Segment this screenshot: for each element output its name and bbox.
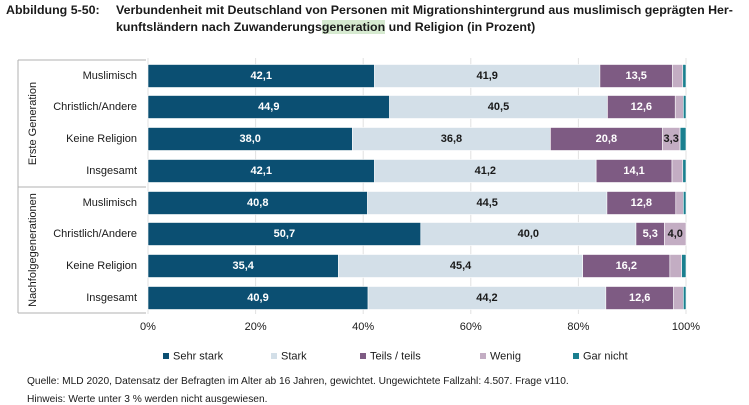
data-label: 12,6 <box>631 101 652 113</box>
data-label: 13,5 <box>626 70 647 82</box>
title-line-1: Verbundenheit mit Deutschland von Person… <box>116 3 733 17</box>
data-label: 20,8 <box>596 133 617 145</box>
legend-label: Wenig <box>490 351 521 363</box>
bar-segment <box>683 191 687 215</box>
data-label: 5,3 <box>643 228 658 240</box>
bar-segment <box>674 95 684 119</box>
x-tick-label: 20% <box>245 321 267 333</box>
bar-segment <box>682 159 687 183</box>
bar-segment <box>673 286 684 310</box>
row-label: Keine Religion <box>66 260 137 272</box>
row-label: Insgesamt <box>86 165 137 177</box>
legend-swatch <box>163 353 169 359</box>
row-label: Muslimisch <box>83 197 137 209</box>
legend-swatch <box>360 353 366 359</box>
data-label: 16,2 <box>616 260 637 272</box>
bar-segment <box>683 95 687 119</box>
bar-segment <box>683 286 687 310</box>
bar-segment <box>682 64 687 88</box>
row-label: Christlich/Andere <box>53 101 137 113</box>
data-label: 38,0 <box>240 133 261 145</box>
figure-number: Abbildung 5-50: <box>6 3 100 17</box>
x-tick-label: 0% <box>140 321 156 333</box>
x-tick-label: 100% <box>672 321 700 333</box>
bar-segment <box>675 191 684 215</box>
legend-swatch <box>271 353 277 359</box>
legend-label: Gar nicht <box>583 351 628 363</box>
data-label: 40,8 <box>247 197 268 209</box>
data-label: 44,2 <box>476 292 497 304</box>
data-label: 40,0 <box>518 228 539 240</box>
x-tick-label: 60% <box>460 321 482 333</box>
data-label: 3,3 <box>664 133 679 145</box>
data-label: 35,4 <box>233 260 255 272</box>
data-label: 50,7 <box>274 228 295 240</box>
data-label: 12,6 <box>629 292 650 304</box>
bar-segment <box>679 127 687 151</box>
legend-label: Sehr stark <box>173 351 224 363</box>
data-label: 41,9 <box>476 70 497 82</box>
data-label: 36,8 <box>441 133 462 145</box>
title-line-2a: kunftsländern nach Zuwanderungs <box>116 20 322 34</box>
data-label: 12,8 <box>631 197 652 209</box>
title-highlight: generation <box>321 20 386 34</box>
bar-segment <box>672 64 684 88</box>
data-label: 42,1 <box>251 70 272 82</box>
group-label: Nachfolgegenerationen <box>27 193 39 307</box>
figure-title: Abbildung 5-50: Verbundenheit mit Deutsch… <box>6 2 741 36</box>
legend-label: Teils / teils <box>370 351 421 363</box>
data-label: 44,5 <box>476 197 497 209</box>
data-label: 14,1 <box>623 165 644 177</box>
data-label: 42,1 <box>251 165 272 177</box>
data-label: 45,4 <box>450 260 472 272</box>
row-label: Insgesamt <box>86 292 137 304</box>
data-label: 40,9 <box>247 292 268 304</box>
source-note: Quelle: MLD 2020, Datensatz der Befragte… <box>27 376 569 387</box>
data-label: 4,0 <box>668 228 683 240</box>
bar-segment <box>664 222 687 246</box>
legend-swatch <box>573 353 579 359</box>
bar-segment <box>671 159 684 183</box>
legend-swatch <box>480 353 486 359</box>
legend-label: Stark <box>281 351 307 363</box>
row-label: Keine Religion <box>66 133 137 145</box>
bar-segment <box>681 254 687 278</box>
title-line-2b: und Religion (in Prozent) <box>385 20 536 34</box>
x-tick-label: 40% <box>352 321 374 333</box>
data-label: 41,2 <box>475 165 496 177</box>
row-label: Christlich/Andere <box>53 228 137 240</box>
bar-segment <box>669 254 682 278</box>
hint-note: Hinweis: Werte unter 3 % werden nicht au… <box>27 394 268 405</box>
data-label: 40,5 <box>488 101 509 113</box>
row-label: Muslimisch <box>83 70 137 82</box>
x-tick-label: 80% <box>567 321 589 333</box>
group-label: Erste Generation <box>27 82 39 165</box>
data-label: 44,9 <box>258 101 279 113</box>
